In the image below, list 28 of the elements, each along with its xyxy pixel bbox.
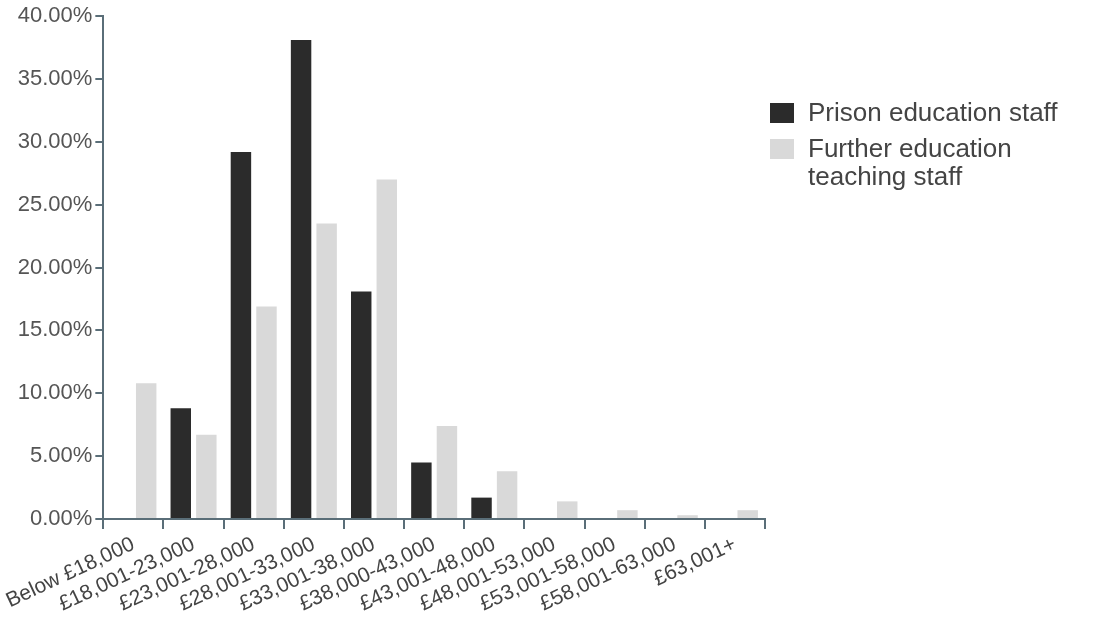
legend-label: Prison education staff — [808, 97, 1058, 127]
bar — [290, 40, 312, 518]
bar — [316, 223, 337, 518]
y-tick-label: 30.00% — [17, 127, 93, 153]
bar — [737, 510, 758, 518]
y-tick-label: 40.00% — [17, 2, 93, 28]
bar — [351, 291, 372, 518]
y-tick-label: 25.00% — [17, 190, 93, 216]
bar — [196, 434, 217, 518]
bar — [557, 501, 578, 518]
y-tick-label: 10.00% — [17, 379, 93, 405]
bar — [135, 383, 157, 518]
bar — [230, 151, 252, 518]
bar — [411, 462, 432, 518]
y-tick-label: 20.00% — [17, 253, 93, 279]
bar — [496, 471, 518, 518]
bar — [617, 510, 638, 518]
bar — [256, 306, 277, 518]
legend-label: Further education teaching staff — [808, 133, 1013, 191]
y-tick-label: 35.00% — [17, 65, 93, 91]
y-tick-label: 5.00% — [29, 442, 93, 468]
y-tick-label: 15.00% — [17, 316, 93, 342]
bar — [677, 515, 698, 518]
bar — [376, 179, 398, 518]
bar — [436, 425, 458, 518]
bar — [471, 497, 492, 518]
bar — [170, 408, 191, 518]
y-tick-label: 0.00% — [29, 505, 93, 531]
